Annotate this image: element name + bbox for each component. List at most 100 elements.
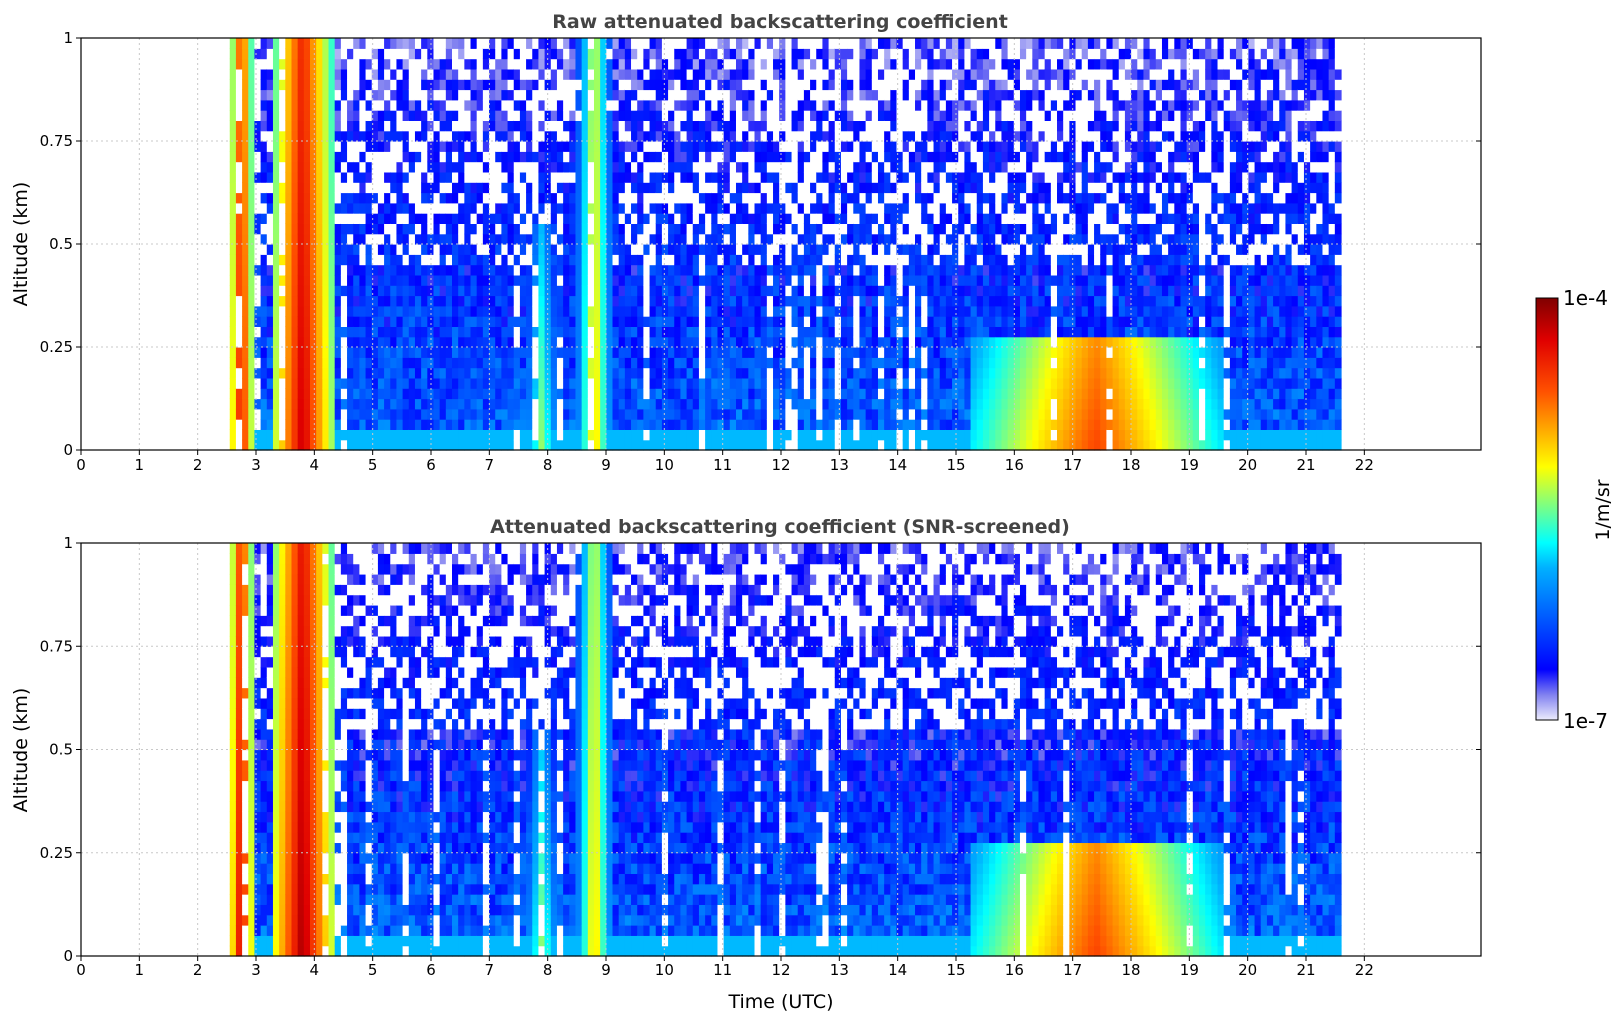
heatmap-cell — [995, 151, 1003, 163]
heatmap-cell — [254, 285, 262, 297]
heatmap-cell — [272, 182, 280, 194]
heatmap-cell — [958, 202, 966, 214]
heatmap-cell — [408, 254, 416, 266]
heatmap-cell — [532, 233, 540, 245]
heatmap-cell — [803, 254, 811, 266]
heatmap-cell — [291, 285, 299, 297]
heatmap-cell — [347, 99, 354, 111]
heatmap-cell — [544, 285, 552, 297]
heatmap-cell — [365, 48, 373, 60]
heatmap-cell — [908, 223, 916, 235]
heatmap-cell — [884, 171, 891, 183]
heatmap-cell — [310, 161, 317, 173]
heatmap-cell — [235, 254, 243, 266]
heatmap-cell — [550, 141, 558, 152]
heatmap-cell — [989, 213, 996, 224]
heatmap-cell — [982, 439, 990, 451]
heatmap-cell — [396, 38, 404, 49]
heatmap-cell — [890, 254, 898, 266]
heatmap-cell — [593, 99, 601, 111]
heatmap-cell — [612, 192, 620, 204]
heatmap-cell — [600, 99, 607, 111]
heatmap-cell — [865, 141, 873, 152]
heatmap-cell — [310, 151, 317, 163]
heatmap-cell — [248, 377, 256, 389]
heatmap-cell — [674, 151, 682, 163]
heatmap-cell — [810, 213, 817, 224]
heatmap-cell — [723, 48, 731, 60]
heatmap-cell — [587, 336, 595, 348]
heatmap-cell — [933, 429, 941, 441]
heatmap-cell — [347, 264, 354, 276]
heatmap-cell — [310, 244, 317, 255]
heatmap-cell — [600, 202, 607, 214]
heatmap-cell — [396, 347, 404, 358]
heatmap-cell — [871, 264, 879, 276]
heatmap-cell — [266, 274, 274, 286]
heatmap-cell — [439, 213, 447, 224]
heatmap-cell — [519, 357, 527, 369]
heatmap-cell — [816, 264, 824, 276]
heatmap-cell — [649, 347, 657, 358]
heatmap-cell — [575, 68, 583, 80]
heatmap-cell — [495, 274, 502, 286]
heatmap-cell — [705, 274, 712, 286]
heatmap-cell — [575, 408, 583, 420]
heatmap-cell — [952, 141, 959, 152]
heatmap-cell — [532, 171, 540, 183]
heatmap-cell — [235, 367, 243, 379]
heatmap-cell — [661, 305, 669, 317]
heatmap-cell — [242, 377, 249, 389]
heatmap-cell — [266, 58, 274, 70]
heatmap-cell — [945, 89, 953, 101]
heatmap-cell — [649, 305, 657, 317]
heatmap-cell — [538, 79, 546, 91]
heatmap-cell — [797, 398, 805, 410]
heatmap-cell — [377, 202, 385, 214]
heatmap-cell — [853, 347, 861, 358]
heatmap-cell — [569, 233, 577, 245]
heatmap-cell — [698, 419, 706, 430]
heatmap-cell — [334, 99, 342, 111]
heatmap-cell — [828, 285, 836, 297]
heatmap-cell — [661, 398, 669, 410]
heatmap-cell — [408, 79, 416, 91]
heatmap-cell — [859, 326, 867, 338]
heatmap-cell — [365, 182, 373, 194]
heatmap-cell — [587, 130, 595, 142]
heatmap-cell — [254, 336, 262, 348]
heatmap-cell — [649, 357, 657, 369]
heatmap-cell — [865, 439, 873, 451]
heatmap-cell — [945, 58, 953, 70]
heatmap-cell — [297, 408, 305, 420]
heatmap-cell — [310, 326, 317, 338]
heatmap-cell — [464, 171, 472, 183]
heatmap-cell — [748, 99, 756, 111]
heatmap-cell — [377, 274, 385, 286]
heatmap-cell — [982, 377, 990, 389]
heatmap-cell — [982, 192, 990, 204]
heatmap-cell — [526, 89, 533, 101]
heatmap-cell — [711, 336, 719, 348]
heatmap-cell — [544, 326, 552, 338]
heatmap-cell — [803, 130, 811, 142]
heatmap-cell — [377, 295, 385, 307]
heatmap-cell — [939, 264, 947, 276]
heatmap-cell — [729, 161, 737, 173]
heatmap-cell — [291, 336, 299, 348]
heatmap-cell — [229, 182, 237, 194]
heatmap-cell — [365, 79, 373, 91]
heatmap-cell — [550, 254, 558, 266]
heatmap-cell — [242, 89, 249, 101]
heatmap-cell — [303, 244, 311, 255]
heatmap-cell — [631, 357, 638, 369]
heatmap-cell — [816, 110, 824, 121]
heatmap-cell — [958, 316, 966, 327]
panel-raw-backscatter: Raw attenuated backscattering coefficien… — [10, 11, 1482, 474]
heatmap-cell — [729, 408, 737, 420]
heatmap-cell — [859, 367, 867, 379]
heatmap-cell — [958, 79, 966, 91]
heatmap-cell — [414, 192, 422, 204]
heatmap-cell — [279, 79, 286, 91]
heatmap-cell — [686, 274, 694, 286]
